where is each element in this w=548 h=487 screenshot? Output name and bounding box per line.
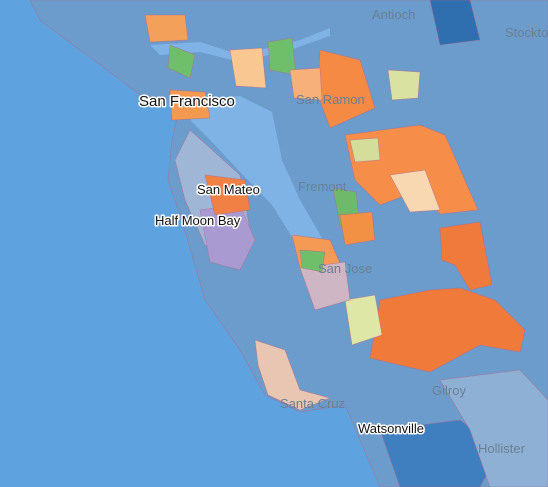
place-label: Half Moon Bay [155, 213, 241, 228]
regions [144, 0, 548, 487]
place-label: Hollister [478, 441, 526, 456]
place-label: San Jose [318, 261, 372, 276]
place-label: Fremont [298, 179, 347, 194]
labels: Antioch Stockton San Francisco San Ramon… [138, 7, 548, 456]
place-label: Watsonville [358, 421, 424, 436]
place-label: San Francisco [139, 93, 235, 110]
bay [182, 96, 322, 250]
place-label: Stockton [505, 25, 548, 40]
place-label: Gilroy [432, 383, 466, 398]
place-label: Santa Cruz [280, 396, 345, 411]
place-label: Antioch [372, 7, 415, 22]
place-label: San Mateo [197, 182, 260, 197]
place-label: San Ramon [296, 92, 365, 107]
